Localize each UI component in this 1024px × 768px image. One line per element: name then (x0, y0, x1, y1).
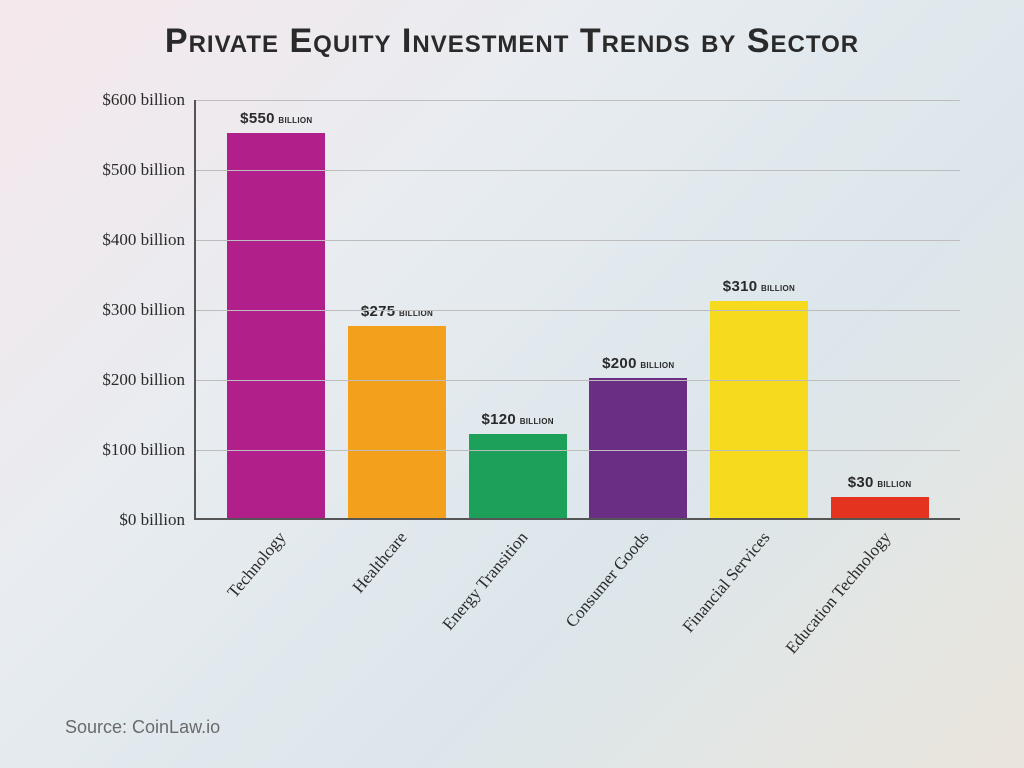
bar-value-label: $275 billion (361, 303, 433, 320)
bar-healthcare: $275 billion (347, 326, 447, 519)
bar-financial-services: $310 billion (709, 301, 809, 518)
bar-value-label: $120 billion (481, 411, 553, 428)
bar-education-technology: $30 billion (830, 497, 930, 518)
bar-consumer-goods: $200 billion (588, 378, 688, 518)
y-tick-label: $0 billion (75, 510, 185, 530)
bar-rect (831, 497, 929, 518)
bar-technology: $550 billion (226, 133, 326, 518)
bar-energy-transition: $120 billion (468, 434, 568, 518)
gridline (196, 310, 960, 311)
bar-rect (469, 434, 567, 518)
y-tick-label: $600 billion (75, 90, 185, 110)
bar-value-label: $310 billion (723, 278, 795, 295)
y-tick-label: $300 billion (75, 300, 185, 320)
gridline (196, 450, 960, 451)
bar-value-label: $30 billion (848, 474, 912, 491)
bar-value-label: $550 billion (240, 110, 312, 127)
bar-rect (710, 301, 808, 518)
bar-rect (348, 326, 446, 519)
y-tick-label: $400 billion (75, 230, 185, 250)
bar-rect (589, 378, 687, 518)
bars-container: $550 billion$275 billion$120 billion$200… (196, 100, 960, 518)
chart-area: $550 billion$275 billion$120 billion$200… (90, 100, 960, 580)
gridline (196, 100, 960, 101)
y-tick-label: $100 billion (75, 440, 185, 460)
y-tick-label: $500 billion (75, 160, 185, 180)
y-tick-label: $200 billion (75, 370, 185, 390)
bar-value-label: $200 billion (602, 355, 674, 372)
plot-region: $550 billion$275 billion$120 billion$200… (194, 100, 960, 520)
gridline (196, 380, 960, 381)
source-attribution: Source: CoinLaw.io (65, 717, 220, 738)
gridline (196, 170, 960, 171)
gridline (196, 240, 960, 241)
bar-rect (227, 133, 325, 518)
chart-title: Private Equity Investment Trends by Sect… (0, 0, 1024, 61)
